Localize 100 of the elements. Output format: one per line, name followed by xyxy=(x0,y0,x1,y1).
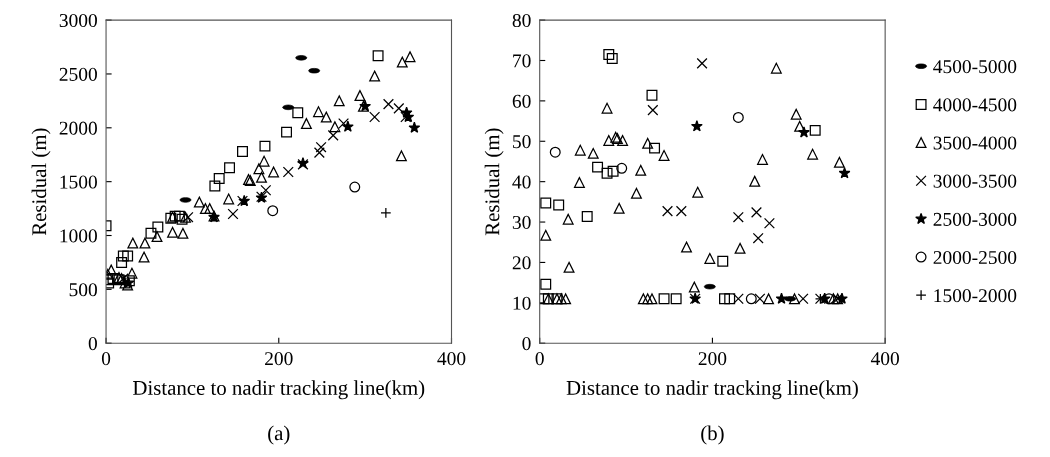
point xyxy=(719,293,731,305)
point xyxy=(613,202,625,214)
point xyxy=(404,51,416,63)
point xyxy=(601,102,613,114)
point xyxy=(152,221,164,233)
point xyxy=(313,147,325,159)
point xyxy=(393,102,405,114)
point xyxy=(282,166,294,178)
legend-label: 1500-2000 xyxy=(934,289,1017,303)
legend-label: 3000-3500 xyxy=(933,174,1017,188)
point xyxy=(770,62,782,74)
point xyxy=(539,293,550,305)
point xyxy=(116,256,128,268)
point xyxy=(606,52,618,64)
legend-label: 2000-2500 xyxy=(933,250,1017,265)
point xyxy=(126,267,138,279)
point xyxy=(752,232,764,244)
point xyxy=(646,293,658,305)
point xyxy=(732,293,744,305)
point xyxy=(675,205,687,217)
point xyxy=(369,111,381,123)
point xyxy=(268,166,280,178)
point xyxy=(555,293,567,305)
point xyxy=(349,181,361,193)
point xyxy=(637,293,649,305)
point xyxy=(763,217,775,229)
point xyxy=(807,148,819,160)
point xyxy=(642,293,654,305)
point xyxy=(662,205,674,217)
point xyxy=(259,140,271,152)
y-tick-label: 1000 xyxy=(60,229,97,243)
point xyxy=(117,250,129,262)
point xyxy=(573,176,585,188)
point xyxy=(681,241,693,253)
point xyxy=(646,89,658,101)
point xyxy=(757,153,769,165)
point xyxy=(750,206,762,218)
legend-label: 4000-4500 xyxy=(933,98,1017,112)
x-tick-label: 400 xyxy=(870,352,899,366)
point xyxy=(587,147,599,159)
point xyxy=(145,227,157,239)
point xyxy=(616,162,628,174)
x-tick-label: 200 xyxy=(698,352,727,366)
point xyxy=(540,278,552,290)
point xyxy=(754,293,766,305)
point xyxy=(549,146,561,158)
point xyxy=(642,137,654,149)
point xyxy=(601,167,613,179)
x-tick-label: 0 xyxy=(535,352,544,366)
point xyxy=(797,293,809,305)
point xyxy=(138,251,150,263)
point xyxy=(836,292,848,304)
point xyxy=(267,205,279,217)
point xyxy=(300,118,312,129)
y-tick-label: 500 xyxy=(69,283,97,297)
point xyxy=(603,48,615,60)
point xyxy=(649,142,661,154)
point xyxy=(562,213,574,225)
point xyxy=(408,121,421,133)
point xyxy=(560,293,572,305)
y-tick-label: 40 xyxy=(512,175,531,189)
point xyxy=(199,203,211,215)
y-tick-label: 2000 xyxy=(59,121,97,135)
point xyxy=(281,126,293,138)
x-tick-label: 400 xyxy=(437,352,466,366)
point xyxy=(204,203,216,215)
point xyxy=(732,211,744,223)
point xyxy=(227,208,239,220)
y-tick-label: 3000 xyxy=(59,13,97,28)
point xyxy=(327,129,339,141)
point xyxy=(253,163,265,175)
point xyxy=(540,197,552,209)
point xyxy=(617,134,629,146)
text: (b) xyxy=(701,425,724,445)
point xyxy=(209,180,221,192)
point xyxy=(809,124,821,136)
point xyxy=(258,155,270,167)
point xyxy=(732,111,744,123)
point xyxy=(224,162,236,174)
point xyxy=(292,107,304,119)
x-tick-label: 0 xyxy=(101,352,111,366)
point xyxy=(658,293,670,305)
point xyxy=(581,210,593,222)
point xyxy=(745,293,757,305)
point xyxy=(838,166,851,179)
point xyxy=(749,175,761,187)
point xyxy=(670,293,682,305)
point xyxy=(127,237,139,249)
point xyxy=(563,261,575,273)
point xyxy=(213,172,225,184)
point xyxy=(122,250,134,262)
point xyxy=(763,293,775,305)
point xyxy=(647,104,659,116)
point xyxy=(237,146,248,157)
point xyxy=(315,141,327,153)
point xyxy=(717,255,729,267)
point xyxy=(704,252,716,264)
point xyxy=(690,120,703,132)
y-tick-label: 20 xyxy=(512,256,531,270)
point xyxy=(688,281,700,293)
